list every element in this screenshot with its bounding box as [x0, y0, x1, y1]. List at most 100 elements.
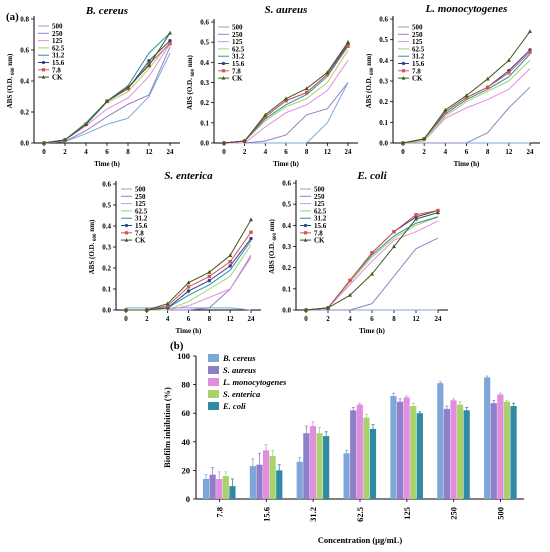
x-tick-label: 24 [435, 315, 443, 323]
y-tick-label: 0.5 [379, 36, 388, 44]
data-point [84, 122, 88, 126]
legend-label: 31.2 [314, 215, 327, 223]
legend-label: 250 [135, 193, 146, 201]
x-tick-label: 250 [449, 507, 459, 520]
data-point [42, 140, 46, 145]
x-tick-label: 2 [422, 148, 426, 156]
bar [463, 410, 470, 499]
y-tick-label: 100 [177, 351, 190, 361]
bar [363, 417, 370, 499]
x-axis-label: Time (h) [273, 160, 299, 168]
legend-label: S. aureus [223, 365, 257, 375]
data-point [147, 59, 151, 63]
x-tick-label: 500 [496, 507, 506, 520]
data-point [186, 289, 191, 293]
chart-title: E. coli [356, 170, 387, 182]
legend-label: 125 [232, 38, 243, 46]
legend-swatch [208, 390, 219, 398]
y-tick-label: 0.4 [20, 78, 29, 86]
x-tick-label: 4 [84, 148, 88, 156]
legend-label: 125 [314, 200, 325, 208]
bar [490, 403, 497, 499]
y-tick-label: 0.2 [379, 98, 388, 106]
legend-marker [401, 61, 406, 66]
legend-label: 500 [52, 23, 63, 31]
data-point [304, 86, 309, 91]
bar [369, 428, 377, 499]
y-axis-label: ABS (O.D. 600 nm) [268, 218, 278, 273]
data-point [144, 307, 149, 312]
series-line-250 [306, 237, 439, 311]
data-point [326, 305, 330, 310]
data-point [168, 39, 172, 43]
legend-label: 500 [232, 24, 243, 32]
data-point [124, 307, 128, 312]
legend-label: 15.6 [314, 222, 327, 230]
x-tick-label: 2 [243, 148, 247, 156]
y-tick-label: 0.5 [282, 201, 291, 209]
bar [276, 470, 283, 499]
legend-label: 31.2 [412, 53, 425, 61]
legend-label: 15.6 [412, 60, 425, 68]
legend-label: L. monocytogenes [222, 377, 287, 387]
bar [256, 464, 263, 499]
chart-title: B. cereus [85, 5, 128, 17]
data-point [422, 136, 427, 141]
data-point [370, 271, 374, 276]
x-axis-label: Time (h) [454, 160, 480, 168]
bar [296, 461, 303, 499]
x-tick-label: 6 [187, 315, 191, 323]
data-point [263, 115, 268, 119]
series-line-62.5 [402, 59, 531, 144]
legend-label: 62.5 [412, 45, 425, 53]
x-tick-label: 0 [401, 148, 405, 156]
y-tick-label: 0.5 [200, 39, 209, 47]
y-tick-label: 60 [182, 408, 191, 418]
data-point [414, 216, 418, 221]
bar [457, 404, 464, 499]
x-tick-label: 12 [146, 148, 154, 156]
legend-marker [401, 69, 406, 73]
data-point [168, 42, 172, 46]
y-tick-label: 0.5 [102, 202, 111, 210]
x-tick-label: 0 [42, 148, 46, 156]
x-tick-label: 2 [63, 148, 67, 156]
bar [450, 400, 457, 499]
bar [416, 413, 423, 499]
data-point [507, 71, 511, 75]
legend-marker [124, 223, 129, 228]
y-tick-label: 0.4 [102, 223, 111, 231]
data-point [284, 98, 288, 103]
y-axis-label: Biofilm inhibition (%) [162, 387, 172, 468]
data-point [222, 140, 226, 145]
y-axis-label: ABS (O.D. 600 nm) [6, 53, 16, 108]
bar [323, 436, 330, 499]
data-point [168, 30, 172, 35]
y-tick-label: 20 [182, 465, 191, 475]
y-tick-label: 0.3 [379, 78, 388, 86]
bar [390, 396, 397, 499]
y-tick-label: 0.6 [102, 181, 111, 189]
panel-label-a: (a) [6, 11, 19, 23]
data-point [325, 72, 330, 77]
legend-marker [124, 238, 129, 242]
bar [410, 406, 417, 499]
y-tick-label: 0.0 [102, 307, 111, 315]
data-point [249, 230, 253, 234]
bar [269, 456, 276, 499]
y-tick-label: 40 [182, 437, 191, 447]
y-tick-label: 80 [182, 380, 191, 390]
data-point [346, 39, 350, 44]
bar-chart: 0 20 40 60 80 100 7.8 15.6 31.2 62.5 125 250 500 Conc… [162, 351, 524, 545]
legend: B. cereus S. aureus L. monocytogenes S. ent… [208, 353, 287, 411]
y-tick-label: 0.6 [20, 47, 29, 55]
data-point [485, 85, 490, 89]
x-tick-label: 4 [348, 315, 352, 323]
data-point [228, 264, 232, 268]
data-point [186, 280, 191, 285]
